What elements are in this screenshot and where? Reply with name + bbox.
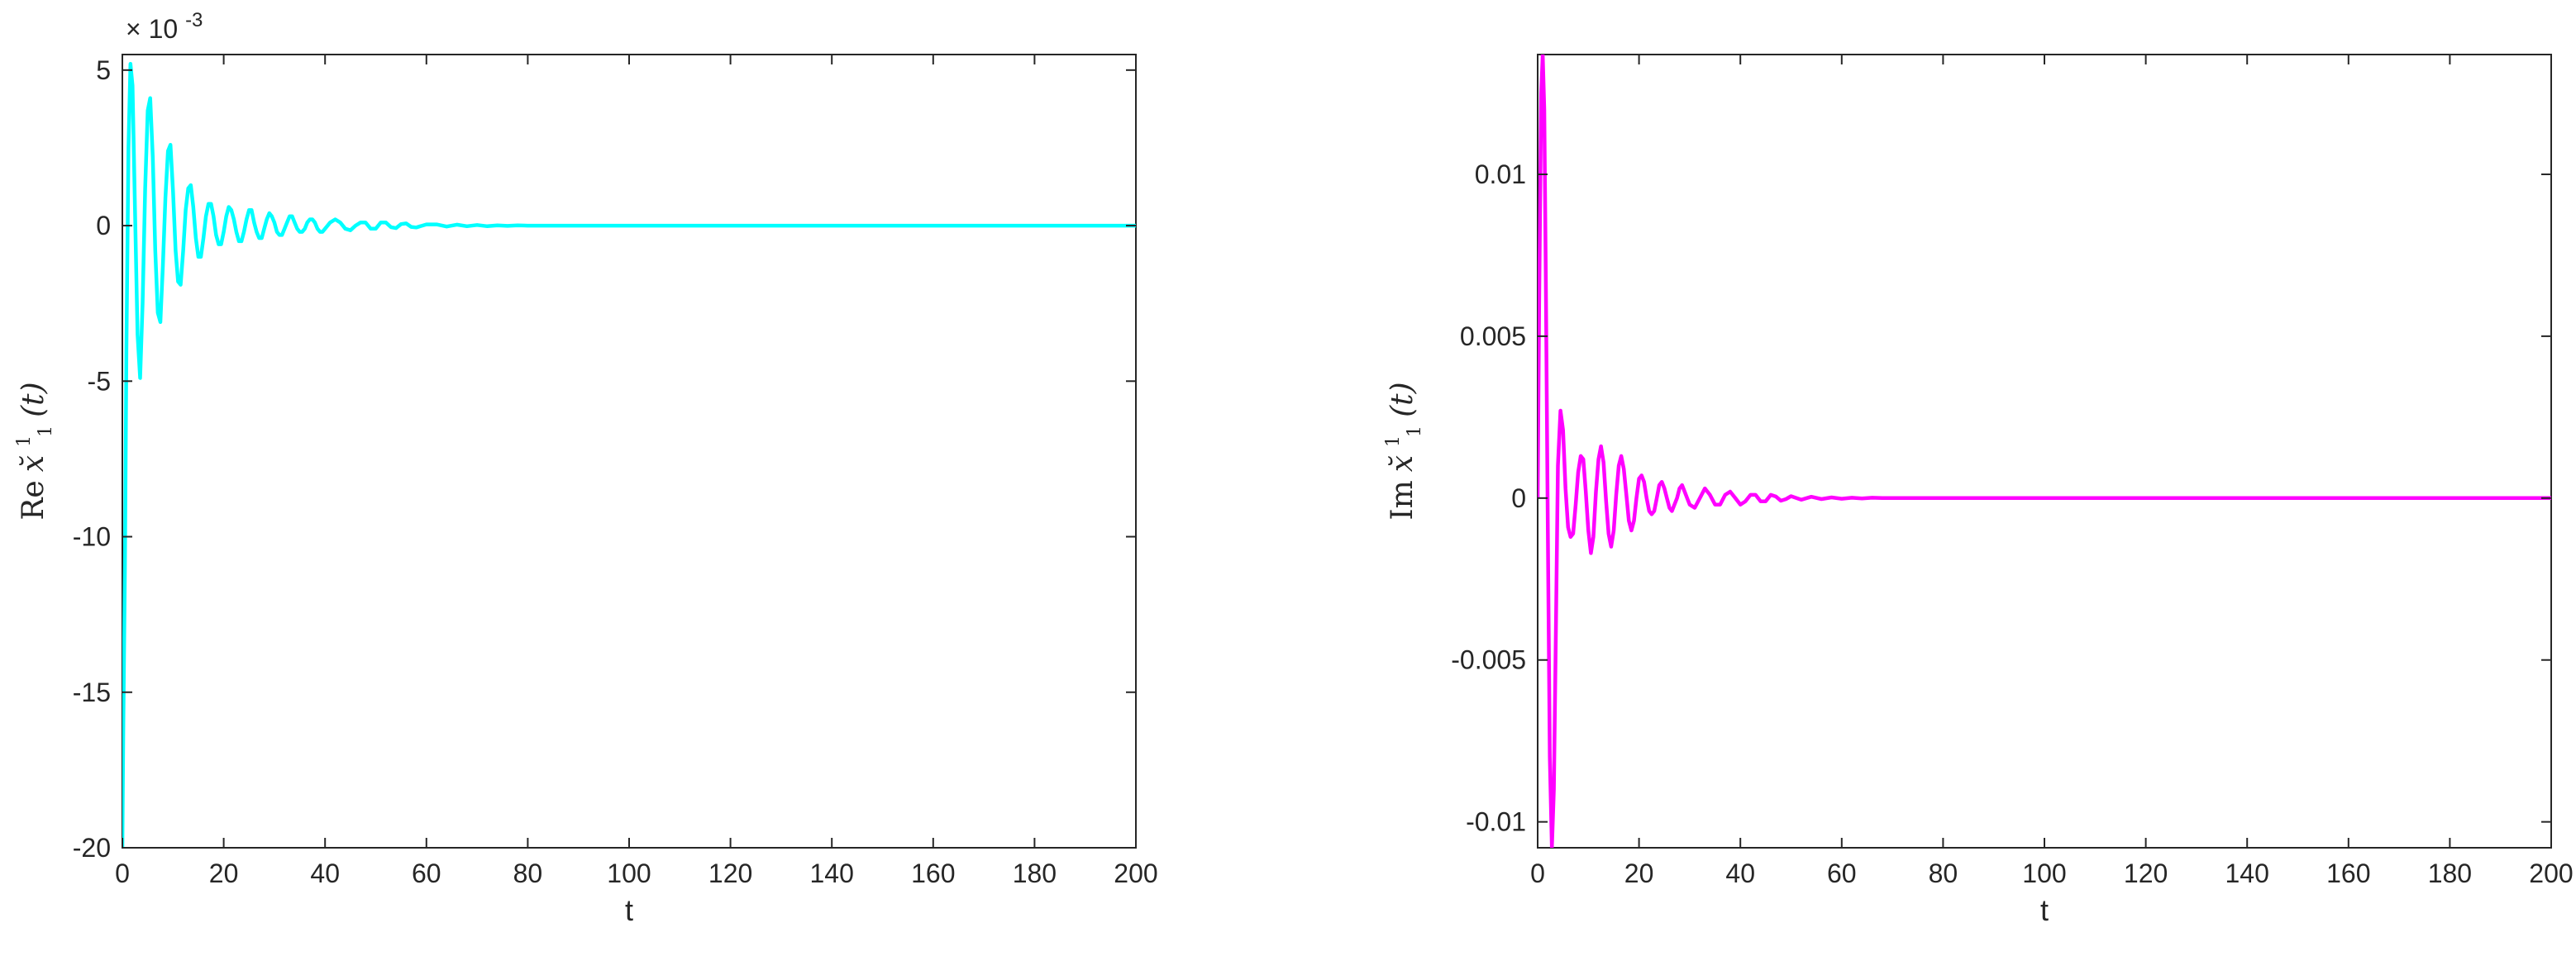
right-y-tick-label: -0.01 <box>1466 807 1526 837</box>
left-x-tick-label: 200 <box>1114 858 1157 888</box>
right-x-tick-label: 140 <box>2225 858 2269 888</box>
left-x-tick-label: 40 <box>310 858 340 888</box>
right-axis-ticks: 0 20 40 60 80 100 120 140 160 180 200 -0.01 -0.005 0 0… <box>1451 55 2574 888</box>
left-plot-marks <box>122 62 1136 848</box>
left-x-tick-label: 80 <box>513 858 543 888</box>
right-x-tick-label: 0 <box>1530 858 1545 888</box>
right-y-axis-label: Im x̆ 1 1 (t) <box>1371 382 1427 520</box>
left-y-exponent-power: -3 <box>185 9 203 31</box>
right-plot-marks <box>1538 55 2551 848</box>
left-series-line-0 <box>122 62 1136 848</box>
right-y-tick-label: 0 <box>1511 483 1526 513</box>
right-x-axis-label: t <box>2040 893 2049 927</box>
left-y-exponent-base: × 10 <box>126 14 178 44</box>
right-y-label-var: x̆ <box>1386 455 1419 472</box>
left-x-tick-label: 100 <box>607 858 651 888</box>
left-y-exponent-label: × 10 -3 <box>126 9 203 44</box>
left-y-label-arg: (t) <box>17 382 50 417</box>
left-plot-frame <box>122 54 1137 849</box>
right-x-tick-label: 180 <box>2428 858 2472 888</box>
right-y-label-sub: 1 <box>1405 426 1425 437</box>
left-y-label-sub: 1 <box>36 426 56 437</box>
left-x-tick-label: 0 <box>115 858 130 888</box>
right-y-tick-label: 0.005 <box>1460 321 1526 351</box>
left-y-tick-label: -20 <box>73 833 111 863</box>
left-y-tick-label: -10 <box>73 522 111 552</box>
right-chart-panel: 0 20 40 60 80 100 120 140 160 180 200 -0.01 -0.005 0 0… <box>1371 54 2574 927</box>
right-series-line-0 <box>1538 55 2551 848</box>
right-x-tick-label: 120 <box>2124 858 2168 888</box>
right-y-label-prefix: Im <box>1386 480 1419 520</box>
left-x-tick-label: 140 <box>810 858 854 888</box>
right-x-tick-label: 200 <box>2529 858 2573 888</box>
right-y-label-sup: 1 <box>1383 435 1404 447</box>
left-x-tick-label: 180 <box>1013 858 1057 888</box>
right-x-tick-label: 160 <box>2326 858 2370 888</box>
left-x-tick-label: 60 <box>412 858 441 888</box>
left-y-label-prefix: Re <box>17 480 50 520</box>
left-y-tick-label: 5 <box>96 55 111 85</box>
right-x-tick-label: 60 <box>1827 858 1857 888</box>
left-y-axis-label: Re x̆ 1 1 (t) <box>2 382 58 520</box>
left-y-tick-label: 0 <box>96 211 111 240</box>
left-y-label-sup: 1 <box>14 435 35 447</box>
right-x-tick-label: 100 <box>2022 858 2066 888</box>
right-y-label-arg: (t) <box>1386 382 1419 417</box>
left-axis-ticks: 0 20 40 60 80 100 120 140 160 180 200 -20 -15 -10 -5 0 5 <box>73 55 1158 888</box>
right-y-tick-label: 0.01 <box>1475 159 1526 189</box>
left-x-tick-label: 20 <box>209 858 239 888</box>
right-plot-frame <box>1537 54 2552 849</box>
left-x-tick-label: 120 <box>708 858 752 888</box>
left-y-label-var: x̆ <box>17 455 50 472</box>
right-x-tick-label: 40 <box>1725 858 1755 888</box>
right-y-tick-label: -0.005 <box>1451 645 1526 675</box>
left-x-tick-label: 160 <box>911 858 955 888</box>
left-chart-panel: 0 20 40 60 80 100 120 140 160 180 200 -20 -15 -10 -5 0 5… <box>2 9 1158 927</box>
left-y-tick-label: -5 <box>88 366 111 396</box>
left-y-tick-label: -15 <box>73 678 111 707</box>
right-x-tick-label: 20 <box>1624 858 1654 888</box>
right-x-tick-label: 80 <box>1929 858 1958 888</box>
left-x-axis-label: t <box>625 893 633 927</box>
